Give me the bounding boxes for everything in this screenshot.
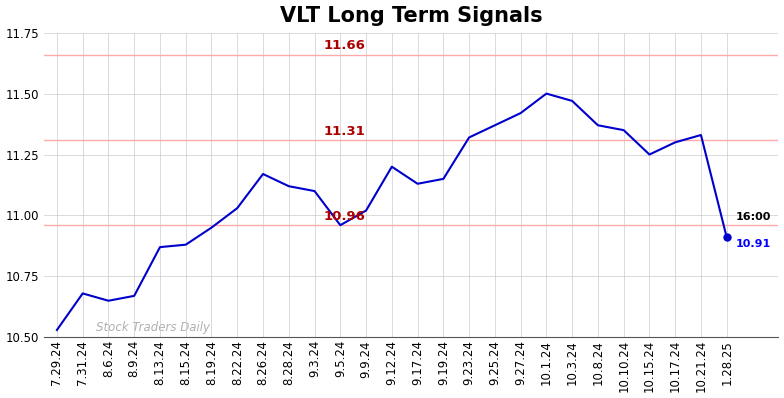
Text: 10.96: 10.96 <box>324 210 366 223</box>
Text: 10.91: 10.91 <box>735 239 771 249</box>
Text: 16:00: 16:00 <box>735 212 771 222</box>
Text: 11.31: 11.31 <box>324 125 366 138</box>
Text: Stock Traders Daily: Stock Traders Daily <box>96 321 209 334</box>
Text: 11.66: 11.66 <box>324 39 366 52</box>
Title: VLT Long Term Signals: VLT Long Term Signals <box>280 6 543 25</box>
